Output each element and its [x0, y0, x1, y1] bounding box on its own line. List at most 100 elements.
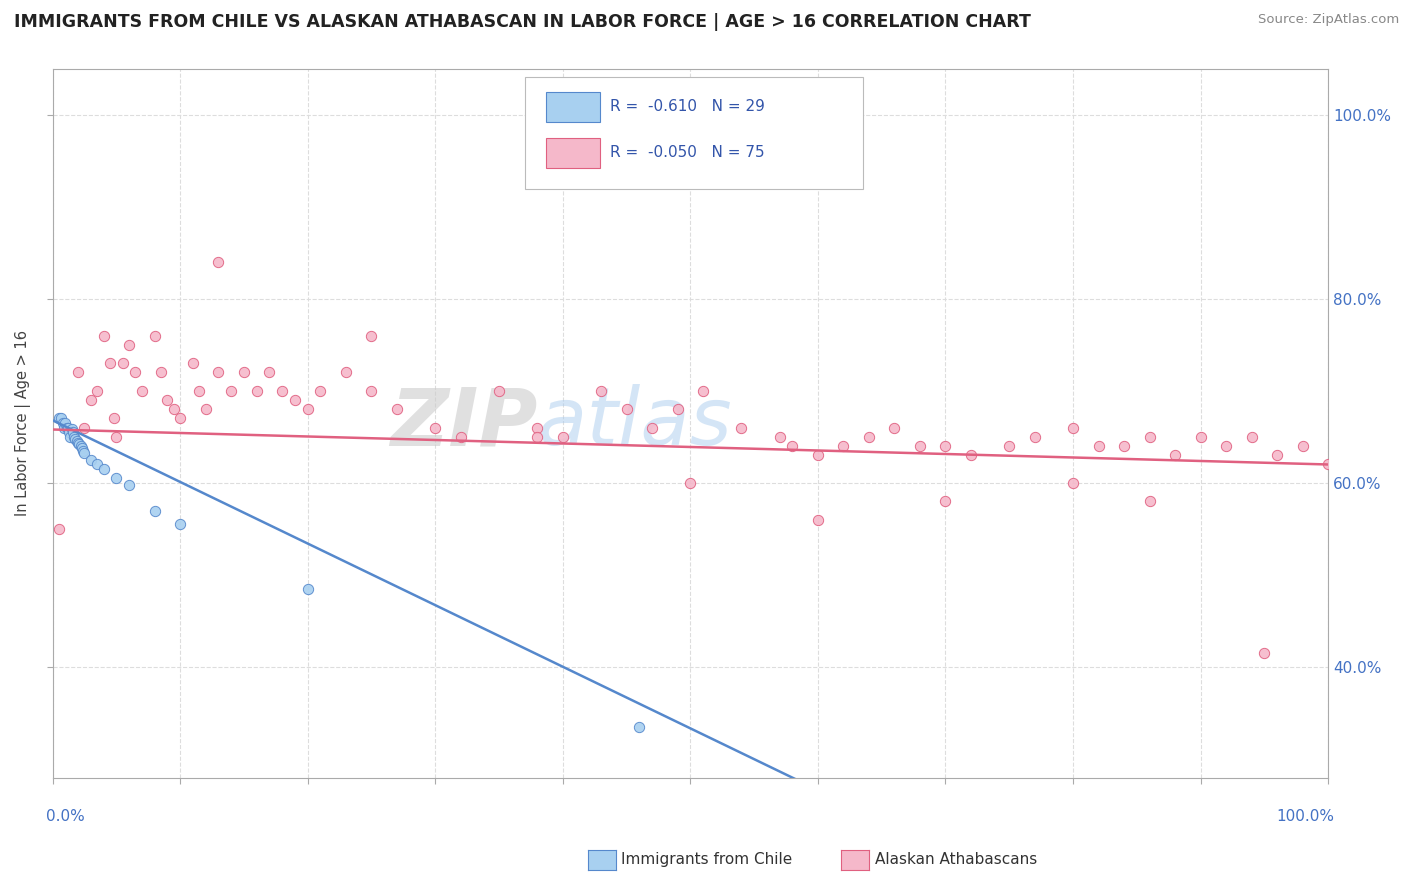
Point [207, 365, 229, 379]
Point [1240, 430, 1263, 444]
Point [72, 443, 94, 458]
Text: 100.0%: 100.0% [1277, 809, 1334, 824]
Point [858, 430, 880, 444]
Point [131, 384, 153, 398]
Point [335, 365, 357, 379]
Point [1087, 439, 1109, 453]
Text: atlas: atlas [537, 384, 733, 462]
Text: R =  -0.050   N = 75: R = -0.050 N = 75 [610, 145, 765, 161]
Point [692, 384, 714, 398]
Point [360, 328, 382, 343]
Point [232, 365, 254, 379]
Point [169, 411, 191, 425]
Point [58, 425, 80, 440]
Point [450, 430, 472, 444]
Text: Immigrants from Chile: Immigrants from Chile [621, 853, 793, 867]
Point [181, 356, 204, 370]
Point [55, 420, 77, 434]
Point [297, 582, 319, 596]
Point [641, 420, 664, 434]
Point [48, 411, 70, 425]
Point [118, 338, 141, 352]
Point [679, 475, 702, 490]
Point [163, 402, 186, 417]
Point [1062, 475, 1084, 490]
Point [1139, 494, 1161, 508]
Point [385, 402, 408, 417]
Point [53, 420, 76, 434]
Point [80, 453, 103, 467]
Point [1139, 430, 1161, 444]
Point [143, 503, 166, 517]
Point [207, 255, 229, 269]
Point [169, 517, 191, 532]
Point [526, 430, 548, 444]
Point [1112, 439, 1135, 453]
Point [111, 356, 134, 370]
Point [488, 384, 510, 398]
Point [63, 430, 86, 444]
Point [360, 384, 382, 398]
Point [143, 328, 166, 343]
Point [666, 402, 689, 417]
Point [53, 416, 76, 430]
Point [589, 384, 612, 398]
Text: R =  -0.610   N = 29: R = -0.610 N = 29 [610, 99, 765, 114]
Point [103, 411, 125, 425]
Point [1062, 420, 1084, 434]
Point [908, 439, 931, 453]
Point [149, 365, 172, 379]
Point [66, 434, 89, 449]
Point [832, 439, 855, 453]
Point [309, 384, 332, 398]
Point [551, 430, 574, 444]
Point [67, 365, 90, 379]
Point [73, 420, 96, 434]
Point [48, 522, 70, 536]
Point [616, 402, 638, 417]
Point [86, 384, 108, 398]
Point [105, 430, 128, 444]
Point [105, 471, 128, 485]
Point [70, 441, 93, 455]
Point [1253, 646, 1275, 660]
Point [284, 392, 307, 407]
Point [425, 420, 447, 434]
Point [86, 458, 108, 472]
Point [69, 439, 91, 453]
Point [934, 494, 956, 508]
Point [768, 430, 790, 444]
Point [219, 384, 242, 398]
Point [98, 356, 121, 370]
Point [1265, 448, 1288, 462]
Point [56, 420, 79, 434]
Point [59, 430, 82, 444]
Point [188, 384, 211, 398]
Point [782, 439, 804, 453]
Point [80, 392, 103, 407]
FancyBboxPatch shape [524, 77, 862, 189]
Point [628, 720, 651, 734]
Point [259, 365, 281, 379]
Point [1189, 430, 1212, 444]
Point [118, 477, 141, 491]
Bar [546, 138, 600, 168]
Point [246, 384, 269, 398]
Point [67, 437, 90, 451]
Point [60, 422, 83, 436]
Point [271, 384, 294, 398]
Point [93, 328, 115, 343]
Y-axis label: In Labor Force | Age > 16: In Labor Force | Age > 16 [15, 330, 31, 516]
Point [194, 402, 217, 417]
Text: Source: ZipAtlas.com: Source: ZipAtlas.com [1258, 13, 1399, 27]
Point [52, 416, 75, 430]
Point [934, 439, 956, 453]
Text: Alaskan Athabascans: Alaskan Athabascans [875, 853, 1036, 867]
Point [297, 402, 319, 417]
Text: IMMIGRANTS FROM CHILE VS ALASKAN ATHABASCAN IN LABOR FORCE | AGE > 16 CORRELATIO: IMMIGRANTS FROM CHILE VS ALASKAN ATHABAS… [14, 13, 1031, 31]
Bar [546, 92, 600, 121]
Point [807, 513, 830, 527]
Point [93, 462, 115, 476]
Point [883, 420, 905, 434]
Point [67, 436, 90, 450]
